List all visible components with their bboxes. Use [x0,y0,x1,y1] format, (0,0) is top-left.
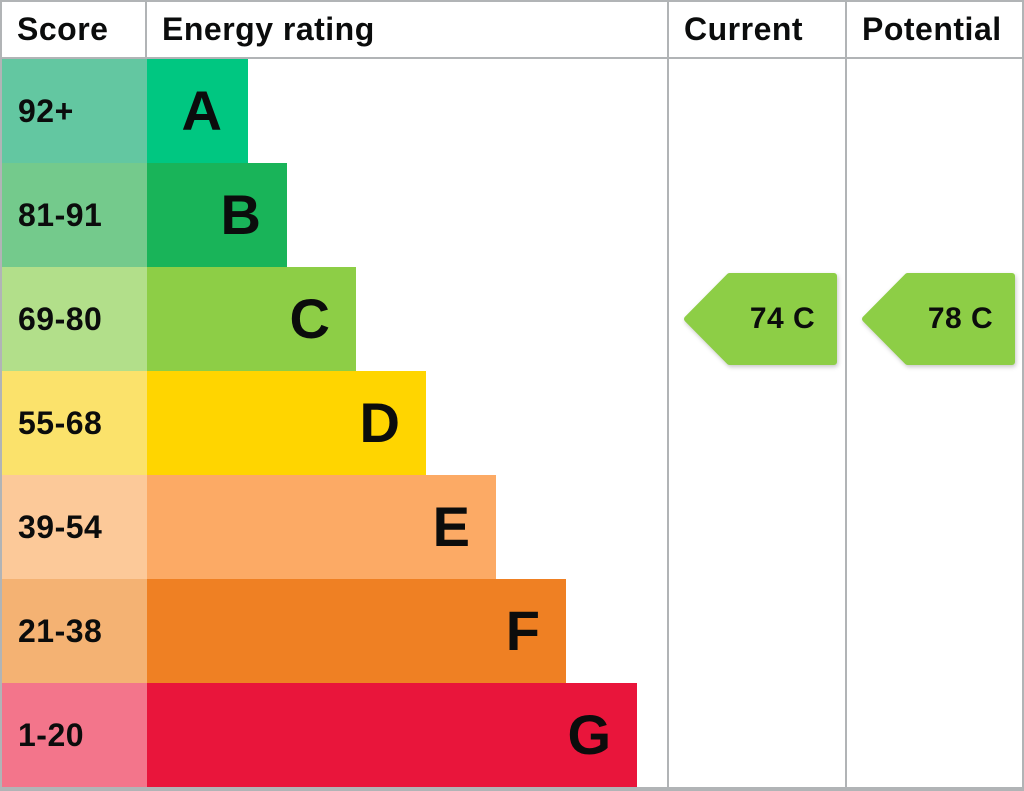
band-bar-d: D [147,371,426,475]
band-row-d: 55-68 D [2,371,667,475]
left-arrow-icon [862,273,1015,365]
band-bar-f: F [147,579,566,683]
band-bar-b: B [147,163,287,267]
left-arrow-icon [684,273,837,365]
score-range-f: 21-38 [2,579,147,683]
score-range-b: 81-91 [2,163,147,267]
band-row-c: 69-80 C [2,267,667,371]
bands-rows: 92+ A 81-91 B 69-80 C 55-68 D 39-54 E 21-38 F 1-20 G [2,59,667,787]
score-range-e: 39-54 [2,475,147,579]
header-current: Current [669,2,847,57]
header-energy-rating: Energy rating [147,2,669,57]
header-score: Score [2,2,147,57]
current-rating-arrow: 74 C [684,273,837,365]
score-range-g: 1-20 [2,683,147,787]
band-row-e: 39-54 E [2,475,667,579]
header-potential: Potential [862,11,1002,47]
score-range-c: 69-80 [2,267,147,371]
potential-rating-value: 78 C [927,302,994,335]
band-bar-e: E [147,475,496,579]
chart-body: 92+ A 81-91 B 69-80 C 55-68 D 39-54 E 21-38 F 1-20 G … [2,59,1022,787]
band-row-f: 21-38 F [2,579,667,683]
potential-rating-arrow: 78 C [862,273,1015,365]
score-range-d: 55-68 [2,371,147,475]
band-bar-g: G [147,683,637,787]
score-range-a: 92+ [2,59,147,163]
band-bar-c: C [147,267,356,371]
potential-column [845,59,1022,787]
band-row-g: 1-20 G [2,683,667,787]
band-row-b: 81-91 B [2,163,667,267]
current-column [667,59,845,787]
current-rating-value: 74 C [749,302,816,335]
band-row-a: 92+ A [2,59,667,163]
band-bar-a: A [147,59,248,163]
chart-header: Score Energy rating Current Potential [2,2,1022,59]
